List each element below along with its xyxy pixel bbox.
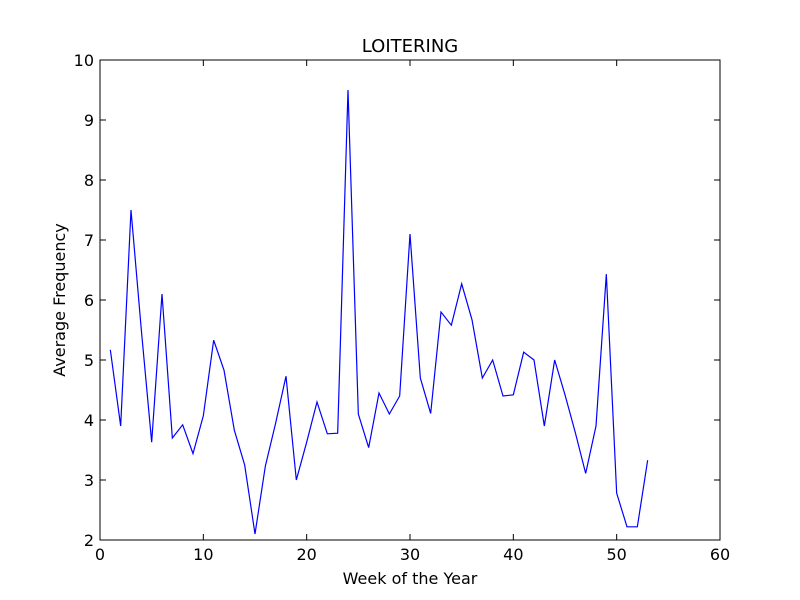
y-tick-label: 10: [74, 51, 94, 70]
y-axis-label: Average Frequency: [50, 223, 69, 376]
x-tick-label: 50: [606, 545, 626, 564]
y-tick-label: 8: [84, 171, 94, 190]
y-tick-label: 4: [84, 411, 94, 430]
y-tick-label: 2: [84, 531, 94, 550]
chart-title: LOITERING: [362, 36, 458, 57]
y-tick-label: 6: [84, 291, 94, 310]
x-tick-label: 20: [296, 545, 316, 564]
x-axis: 0 10 20 30 40 50 60: [95, 60, 730, 564]
y-tick-label: 5: [84, 351, 94, 370]
x-tick-label: 30: [400, 545, 420, 564]
y-tick-label: 3: [84, 471, 94, 490]
y-tick-label: 9: [84, 111, 94, 130]
y-tick-label: 7: [84, 231, 94, 250]
plot-frame: [99, 59, 721, 541]
x-tick-label: 60: [710, 545, 730, 564]
x-axis-label: Week of the Year: [343, 569, 478, 588]
series-line: [109, 89, 649, 535]
x-tick-label: 0: [95, 545, 105, 564]
plot-area: [109, 89, 649, 535]
y-axis: 2 3 4 5 6 7 8 9 10: [74, 51, 720, 550]
x-tick-label: 40: [503, 545, 523, 564]
x-tick-label: 10: [193, 545, 213, 564]
